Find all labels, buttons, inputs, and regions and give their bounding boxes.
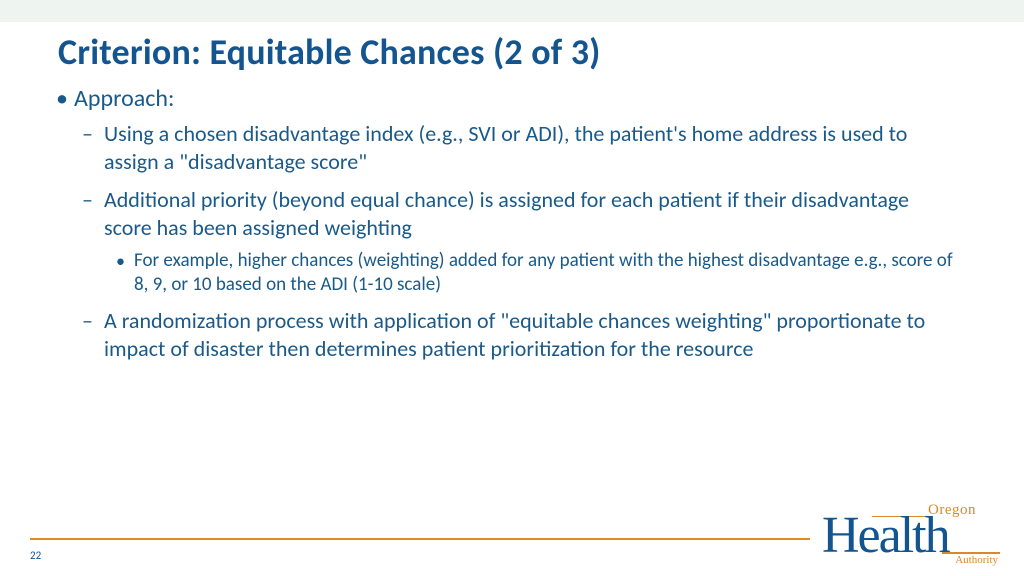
bullet-text: A randomization process with application… [104, 307, 925, 362]
bullet-l1: Approach: Using a chosen disadvantage in… [74, 84, 964, 364]
footer-divider [30, 538, 810, 540]
slide: Criterion: Equitable Chances (2 of 3) Ap… [0, 0, 1024, 576]
logo-authority-text: Authority [955, 554, 998, 566]
bullet-text: Approach: [74, 84, 174, 113]
bullet-text: Additional priority (beyond equal chance… [104, 186, 909, 241]
slide-title: Criterion: Equitable Chances (2 of 3) [58, 30, 601, 74]
top-band [0, 0, 1024, 22]
bullet-l3: For example, higher chances (weighting) … [134, 249, 954, 298]
bullet-text: For example, higher chances (weighting) … [134, 249, 953, 296]
bullet-l2: Using a chosen disadvantage index (e.g.,… [104, 120, 964, 176]
logo-health-text: Health [822, 510, 949, 562]
bullet-l2: Additional priority (beyond equal chance… [104, 186, 964, 297]
slide-content: Approach: Using a chosen disadvantage in… [74, 84, 964, 374]
bullet-l2: A randomization process with application… [104, 307, 964, 363]
oregon-health-authority-logo: Oregon Health Authority [822, 502, 1000, 564]
bullet-text: Using a chosen disadvantage index (e.g.,… [104, 120, 907, 175]
page-number: 22 [30, 549, 41, 562]
